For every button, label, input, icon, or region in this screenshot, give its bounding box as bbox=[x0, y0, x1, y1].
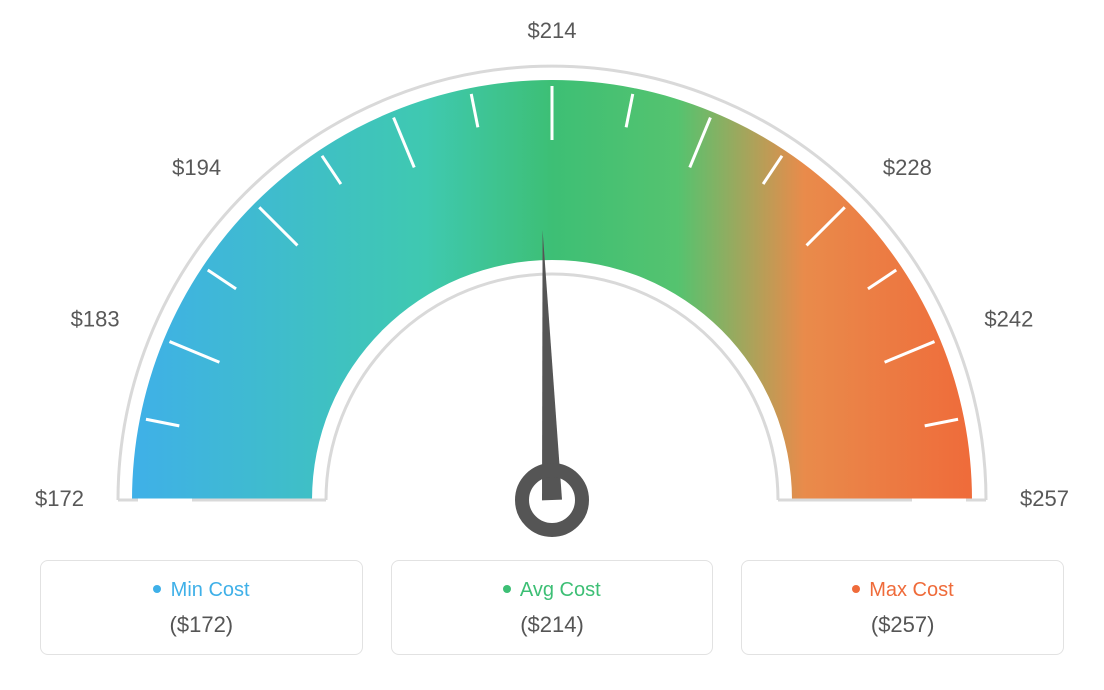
legend-label-min: Min Cost bbox=[51, 579, 352, 602]
legend-value-max: ($257) bbox=[752, 612, 1053, 638]
legend-row: Min Cost ($172) Avg Cost ($214) Max Cost… bbox=[0, 560, 1104, 655]
legend-card-min: Min Cost ($172) bbox=[40, 560, 363, 655]
legend-label-max-text: Max Cost bbox=[869, 579, 953, 601]
gauge-chart: $172 $183 $194 $214 $228 $242 $257 bbox=[0, 0, 1104, 560]
legend-card-max: Max Cost ($257) bbox=[741, 560, 1064, 655]
svg-text:$257: $257 bbox=[1020, 486, 1069, 511]
svg-text:$214: $214 bbox=[528, 18, 577, 43]
svg-text:$194: $194 bbox=[172, 155, 221, 180]
legend-label-max: Max Cost bbox=[752, 579, 1053, 602]
legend-value-min: ($172) bbox=[51, 612, 352, 638]
legend-label-min-text: Min Cost bbox=[171, 579, 250, 601]
svg-text:$228: $228 bbox=[883, 155, 932, 180]
dot-max bbox=[852, 585, 860, 593]
dot-avg bbox=[503, 585, 511, 593]
svg-text:$183: $183 bbox=[71, 307, 120, 332]
legend-value-avg: ($214) bbox=[402, 612, 703, 638]
svg-text:$172: $172 bbox=[35, 486, 84, 511]
svg-text:$242: $242 bbox=[984, 307, 1033, 332]
legend-label-avg-text: Avg Cost bbox=[520, 579, 601, 601]
dot-min bbox=[153, 585, 161, 593]
gauge-svg: $172 $183 $194 $214 $228 $242 $257 bbox=[22, 0, 1082, 560]
legend-label-avg: Avg Cost bbox=[402, 579, 703, 602]
legend-card-avg: Avg Cost ($214) bbox=[391, 560, 714, 655]
